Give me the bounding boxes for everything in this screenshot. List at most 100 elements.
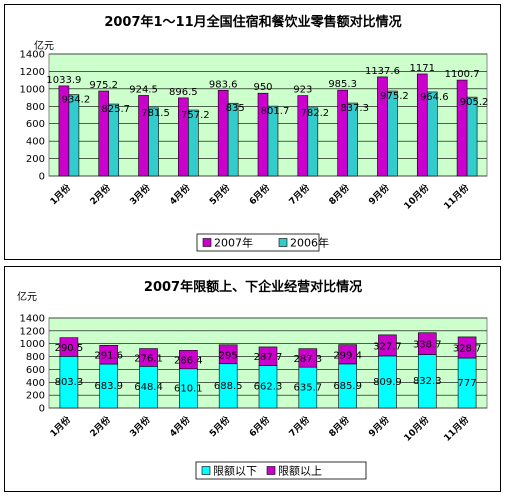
chart1-bar-2006: [267, 105, 279, 177]
chart2-bar-above-quota: [338, 344, 357, 365]
chart1-x-tick-label: 3月份: [127, 181, 153, 207]
chart2-x-tick-label: 10月份: [401, 413, 432, 444]
chart1-x-tick-label: 2月份: [87, 181, 113, 207]
chart2-y-tick-label: 800: [26, 352, 45, 363]
chart1-x-tick-label: 8月份: [326, 181, 352, 207]
chart2-y-tick-label: 200: [26, 391, 45, 402]
chart1-y-tick-label: 1200: [20, 67, 45, 78]
chart2-data-label-below-quota: 683.9: [94, 381, 123, 392]
chart1-title: 2007年1～11月全国住宿和餐饮业零售额对比情况: [104, 14, 401, 30]
chart2-legend-box: [195, 461, 367, 480]
chart2-data-label-above-quota: 327.7: [373, 341, 402, 352]
chart1-data-label-2006: 757.2: [181, 110, 210, 121]
chart1-bar-2006: [227, 102, 239, 177]
chart2-bar-above-quota: [139, 348, 158, 367]
chart1-data-label-2007: 923: [293, 85, 312, 96]
chart2-bar-above-quota: [218, 344, 238, 365]
chart2-title: 2007年限额上、下企业经营对比情况: [144, 279, 362, 295]
chart2-data-label-above-quota: 299.4: [333, 350, 362, 361]
chart2-data-label-below-quota: 662.3: [254, 382, 283, 393]
chart1-data-label-2006: 975.2: [380, 91, 409, 102]
chart2-data-label-above-quota: 276.1: [134, 353, 163, 364]
chart2-y-tick-label: 1000: [20, 339, 45, 350]
chart2-bar-above-quota: [378, 334, 397, 357]
chart1-x-tick-label: 4月份: [167, 181, 193, 207]
chart1-y-tick-label: 800: [26, 102, 45, 113]
chart1-bar-2006: [68, 94, 80, 177]
chart2-svg: 2007年限额上、下企业经营对比情况 亿元 0 200 400 600 800 1000 1…: [17, 279, 488, 480]
chart2-y-tick-label: 600: [26, 365, 45, 376]
chart2-y-tick-label: 400: [26, 378, 45, 389]
chart2-data-label-below-quota: 610.1: [174, 383, 203, 394]
chart1-data-label-2006: 837.3: [340, 103, 369, 114]
chart1-bar-2006: [466, 96, 478, 177]
chart1-x-tick-label: 5月份: [207, 181, 233, 207]
chart1-x-tick-label: 7月份: [286, 181, 312, 207]
chart-panel-sales-comparison: 2007年1～11月全国住宿和餐饮业零售额对比情况 亿元 0 200 400 600 8…: [4, 4, 501, 260]
chart2-x-tick-label: 9月份: [366, 413, 392, 439]
chart1-data-label-2007: 896.5: [169, 87, 198, 98]
chart1-data-label-2006: 835: [226, 103, 245, 114]
chart1-data-label-2007: 924.5: [129, 84, 158, 95]
chart1-y-tick-label: 600: [26, 119, 45, 130]
chart2-legend-swatch: [266, 466, 276, 475]
chart2-bar-above-quota: [99, 344, 119, 365]
chart2-x-tick-label: 5月份: [207, 413, 233, 439]
chart1-data-label-2006: 782.2: [300, 108, 329, 119]
chart1-x-tick-label: 11月份: [441, 181, 472, 212]
chart2-data-label-below-quota: 688.5: [214, 381, 243, 392]
chart1-bar-2006: [307, 107, 319, 177]
chart1-data-label-2007: 1137.6: [365, 66, 400, 77]
chart1-legend-label: 2007年: [214, 236, 253, 250]
chart2-data-label-below-quota: 809.9: [373, 377, 402, 388]
chart2-legend-swatch: [201, 466, 211, 475]
chart2-data-label-above-quota: 287.7: [254, 352, 283, 363]
chart1-legend-label: 2006年: [290, 236, 329, 250]
chart1-y-tick-label: 200: [26, 154, 45, 165]
chart2-data-label-below-quota: 777: [458, 378, 477, 389]
chart2-data-label-below-quota: 832.3: [413, 376, 442, 387]
chart1-y-tick-label: 1000: [20, 84, 45, 95]
chart1-data-label-2007: 1171: [410, 63, 435, 74]
chart2-y-tick-label: 1400: [20, 314, 45, 325]
chart2-x-tick-label: 1月份: [47, 413, 73, 439]
chart2-x-tick-label: 2月份: [87, 413, 113, 439]
chart2-x-tick-label: 7月份: [286, 413, 312, 439]
chart2-bar-above-quota: [417, 332, 437, 355]
chart2-data-label-below-quota: 685.9: [333, 381, 362, 392]
chart1-y-tick-label: 1400: [20, 50, 45, 61]
chart1-bar-2006: [387, 90, 398, 177]
chart1-bar-2006: [188, 109, 199, 177]
chart1-data-label-2006: 905.2: [460, 97, 489, 108]
chart1-y-tick-label: 0: [39, 172, 45, 183]
chart1-data-label-2007: 975.2: [89, 80, 118, 91]
chart1-data-label-2007: 983.6: [209, 79, 238, 90]
chart1-x-tick-label: 6月份: [246, 181, 272, 207]
chart2-legend-label: 限额以下: [213, 465, 257, 478]
chart2-data-label-above-quota: 295: [219, 350, 238, 361]
chart1-data-label-2007: 985.3: [328, 79, 357, 90]
chart2-y-unit: 亿元: [17, 290, 37, 303]
chart1-svg: 2007年1～11月全国住宿和餐饮业零售额对比情况 亿元 0 200 400 600 8…: [20, 14, 489, 252]
chart2-x-tick-label: 11月份: [441, 413, 472, 444]
chart1-bar-2006: [426, 91, 438, 177]
chart2-legend-label: 限额以上: [278, 465, 322, 478]
chart1-data-label-2006: 781.5: [141, 108, 170, 119]
chart2-x-tick-label: 3月份: [127, 413, 153, 439]
chart2-bar-above-quota: [179, 350, 198, 370]
chart1-data-label-2007: 1033.9: [46, 75, 81, 86]
chart1-bar-2007: [416, 73, 428, 177]
chart2-y-tick-label: 0: [39, 404, 45, 415]
chart2-data-label-below-quota: 635.7: [293, 383, 322, 394]
chart1-legend-swatch: [202, 238, 212, 247]
chart1-y-unit: 亿元: [34, 39, 54, 52]
chart-panel-enterprise-comparison: 2007年限额上、下企业经营对比情况 亿元 0 200 400 600 800 1000 1…: [4, 266, 501, 492]
chart1-y-tick-label: 400: [26, 137, 45, 148]
chart2-data-label-above-quota: 290.5: [55, 343, 84, 354]
chart2-bar-above-quota: [457, 336, 477, 359]
chart1-bar-2007: [456, 79, 468, 177]
chart2-data-label-below-quota: 803.3: [55, 377, 84, 388]
chart1-bar-2006: [347, 102, 358, 177]
chart1-data-label-2006: 801.7: [261, 106, 290, 117]
